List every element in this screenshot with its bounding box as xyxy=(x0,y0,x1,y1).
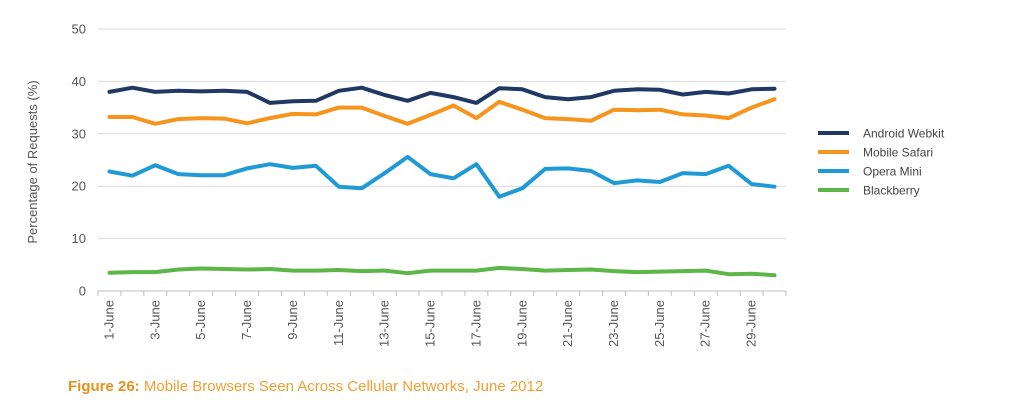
x-tick-label: 23-June xyxy=(606,300,621,347)
series-line-opera-mini xyxy=(107,154,777,199)
x-tick-label: 15-June xyxy=(423,300,438,347)
series-line-mobile-safari xyxy=(107,97,777,126)
y-tick-label: 40 xyxy=(72,74,86,89)
y-axis-title: Percentage of Requests (%) xyxy=(25,80,40,243)
series-line-blackberry xyxy=(107,265,777,278)
x-tick-label: 27-June xyxy=(698,300,713,347)
figure-caption: Figure 26: Mobile Browsers Seen Across C… xyxy=(68,378,543,395)
figure-caption-prefix: Figure 26: xyxy=(68,378,140,395)
x-tick-label: 19-June xyxy=(514,300,529,347)
x-tick-label: 25-June xyxy=(652,300,667,347)
legend-label-opera-mini: Opera Mini xyxy=(863,165,922,179)
y-tick-label: 10 xyxy=(72,231,86,246)
legend-label-blackberry: Blackberry xyxy=(863,184,920,198)
x-tick-label: 17-June xyxy=(468,300,483,347)
x-tick-label: 11-June xyxy=(331,300,346,346)
y-tick-label: 0 xyxy=(79,284,86,299)
x-tick-label: 21-June xyxy=(560,300,575,347)
gridlines xyxy=(98,28,786,240)
x-tick-label: 5-June xyxy=(193,300,208,340)
x-tick-label: 13-June xyxy=(377,300,392,347)
legend-label-mobile-safari: Mobile Safari xyxy=(863,146,933,160)
figure-caption-text: Mobile Browsers Seen Across Cellular Net… xyxy=(143,378,544,395)
axes: 0 10 20 30 40 50 1-June 3-June 5-June 7-June 9-Jun… xyxy=(72,22,787,347)
x-tick-label: 1-June xyxy=(101,300,116,340)
x-tick-label: 29-June xyxy=(744,300,759,347)
y-tick-label: 30 xyxy=(72,126,86,141)
series-lines xyxy=(107,85,777,278)
y-tick-label: 20 xyxy=(72,179,86,194)
x-tick-label: 9-June xyxy=(285,300,300,340)
series-line-android-webkit xyxy=(107,85,777,105)
legend: Android Webkit Mobile Safari Opera Mini Bla… xyxy=(818,127,945,198)
y-tick-label: 50 xyxy=(72,22,86,37)
x-tick-label: 3-June xyxy=(147,300,162,340)
x-tick-label: 7-June xyxy=(239,300,254,340)
legend-label-android-webkit: Android Webkit xyxy=(863,127,945,141)
